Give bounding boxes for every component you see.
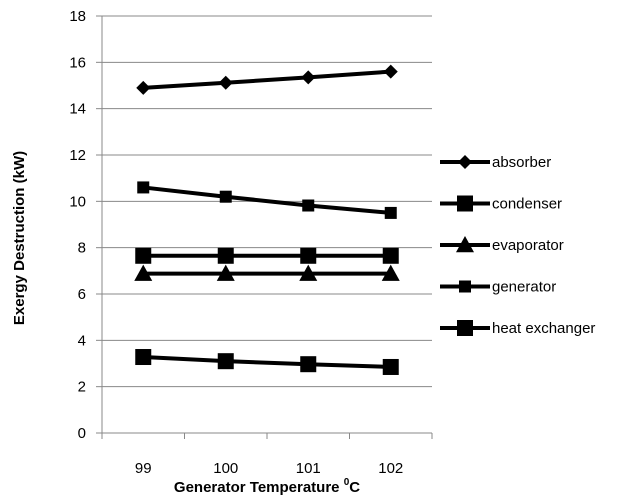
- data-point-absorber: [301, 70, 316, 85]
- y-tick-label: 8: [78, 240, 86, 257]
- y-tick-label: 2: [78, 379, 86, 396]
- data-point-generator: [137, 181, 150, 194]
- series-absorber: [136, 64, 398, 95]
- series-line-generator: [143, 185, 391, 215]
- legend-label: evaporator: [492, 237, 564, 254]
- x-axis-title-sup: 0: [344, 477, 350, 488]
- data-point-heat-exchanger: [217, 353, 234, 370]
- data-point-heat-exchanger: [135, 349, 152, 366]
- data-point-evaporator: [299, 264, 318, 281]
- series-heat-exchanger: [135, 349, 399, 375]
- legend-marker-evaporator: [456, 236, 474, 253]
- y-tick-label: 12: [69, 147, 86, 164]
- x-axis-title: Generator Temperature 0C: [174, 477, 360, 496]
- y-tick-label: 10: [69, 193, 86, 210]
- legend: absorber condenser evaporator generator heat…: [440, 154, 595, 337]
- data-point-condenser: [135, 247, 152, 264]
- x-tick-label: 99: [135, 460, 152, 477]
- data-point-evaporator: [134, 264, 153, 281]
- y-tick-label: 6: [78, 286, 86, 303]
- data-point-heat-exchanger: [300, 356, 317, 373]
- legend-item-absorber: absorber: [440, 154, 551, 171]
- data-point-condenser: [300, 247, 317, 264]
- y-tick-label: 0: [78, 425, 86, 442]
- legend-item-condenser: condenser: [440, 195, 562, 213]
- series-condenser: [135, 247, 399, 264]
- data-point-condenser: [217, 247, 234, 264]
- x-tick-label: 102: [378, 460, 403, 477]
- y-tick-label: 16: [69, 54, 86, 71]
- x-tick-labels: 99 100 101 102: [135, 460, 403, 477]
- x-tick-label: 100: [213, 460, 238, 477]
- series-generator: [137, 181, 397, 219]
- y-tick-label: 14: [69, 101, 86, 118]
- data-point-evaporator: [216, 264, 235, 281]
- legend-marker-heat-exchanger: [457, 320, 473, 336]
- legend-marker-generator: [459, 280, 471, 293]
- axes: [96, 15, 433, 439]
- series-line-heat-exchanger: [143, 355, 391, 369]
- data-point-heat-exchanger: [382, 358, 399, 375]
- legend-marker-absorber: [458, 155, 472, 169]
- series-lines: [134, 64, 400, 375]
- data-point-absorber: [136, 80, 151, 95]
- data-point-generator: [219, 190, 232, 203]
- legend-item-generator: generator: [440, 279, 556, 296]
- data-point-absorber: [218, 75, 233, 90]
- x-tick-label: 101: [296, 460, 321, 477]
- legend-label: heat exchanger: [492, 320, 595, 337]
- data-point-condenser: [382, 247, 399, 264]
- data-point-generator: [384, 206, 397, 219]
- x-axis-title-text: Generator Temperature: [174, 479, 344, 496]
- legend-marker-condenser: [457, 195, 473, 212]
- x-axis-title-unit: C: [349, 479, 360, 496]
- legend-label: generator: [492, 279, 556, 296]
- data-point-generator: [302, 199, 315, 212]
- legend-item-heat-exchanger: heat exchanger: [440, 320, 595, 337]
- series-line-absorber: [143, 69, 391, 90]
- legend-label: condenser: [492, 196, 562, 213]
- legend-label: absorber: [492, 154, 551, 171]
- data-point-evaporator: [381, 264, 400, 281]
- y-tick-labels: 0 2 4 6 8 10 12 14 16 18: [69, 8, 86, 442]
- data-point-absorber: [383, 64, 398, 79]
- series-evaporator: [134, 264, 400, 281]
- y-axis-title: Exergy Destruction (kW): [11, 151, 28, 325]
- y-tick-label: 18: [69, 8, 86, 25]
- legend-item-evaporator: evaporator: [440, 236, 564, 254]
- y-tick-label: 4: [78, 332, 86, 349]
